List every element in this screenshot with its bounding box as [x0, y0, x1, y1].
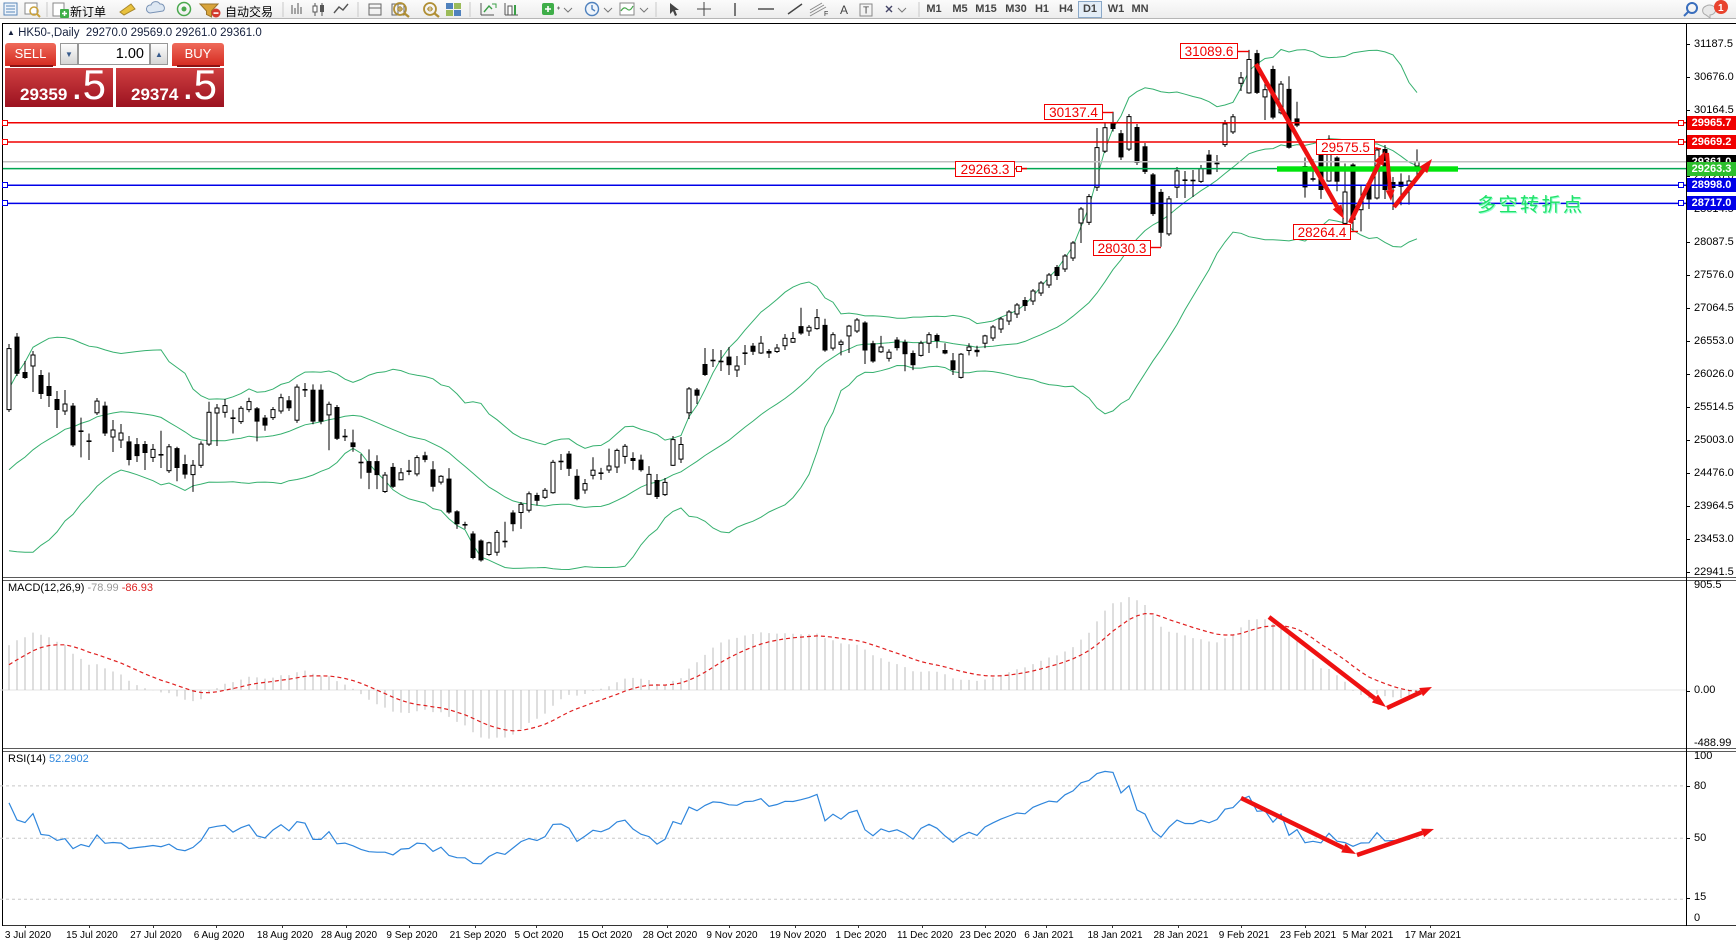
svg-text:A: A: [840, 3, 848, 17]
svg-text:T: T: [863, 6, 869, 17]
svg-text:1: 1: [1718, 3, 1724, 14]
svg-text:F: F: [824, 11, 828, 18]
